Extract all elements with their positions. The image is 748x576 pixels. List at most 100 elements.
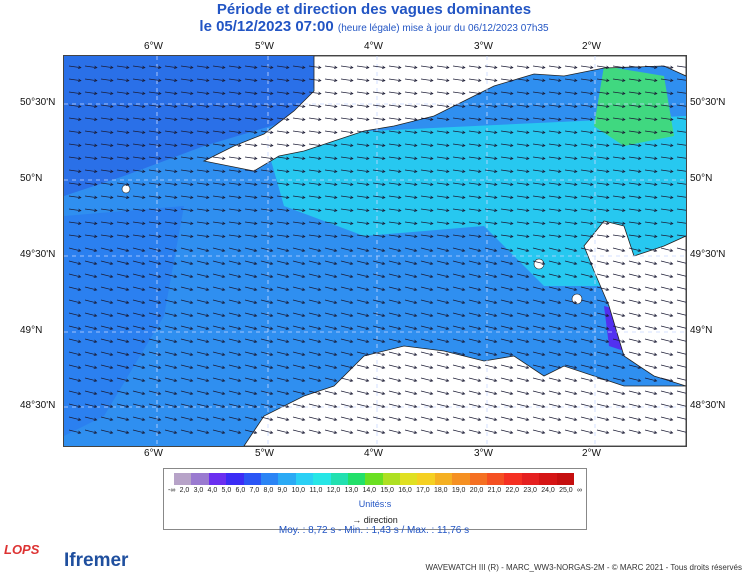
direction-arrow (484, 299, 498, 305)
direction-arrow (116, 182, 130, 187)
direction-arrow (660, 221, 674, 226)
direction-arrow (340, 247, 354, 253)
direction-arrow (100, 130, 114, 135)
direction-arrow (436, 247, 450, 253)
direction-arrow (484, 351, 498, 357)
lat-tick-left: 49°N (20, 325, 43, 336)
direction-arrow (116, 390, 130, 396)
direction-arrow (628, 338, 642, 344)
direction-arrow (548, 429, 562, 435)
direction-arrow (372, 429, 386, 435)
direction-arrow (228, 78, 242, 83)
direction-arrow (420, 416, 434, 422)
direction-arrow (548, 299, 562, 305)
direction-arrow (100, 156, 114, 161)
direction-arrow (516, 247, 530, 253)
direction-arrow (404, 221, 418, 226)
direction-arrow (164, 364, 178, 370)
direction-arrow (148, 78, 162, 83)
direction-arrow (324, 299, 338, 305)
direction-arrow (468, 221, 482, 226)
direction-arrow (100, 91, 114, 96)
direction-arrow (244, 143, 258, 148)
direction-arrow (612, 299, 626, 305)
direction-arrow (500, 234, 514, 239)
map-title: Période et direction des vagues dominant… (216, 1, 532, 18)
direction-arrow (500, 416, 514, 422)
direction-arrow (532, 325, 546, 331)
direction-arrow (196, 312, 210, 318)
direction-arrow (196, 286, 210, 292)
direction-arrow (292, 130, 306, 135)
direction-arrow (532, 117, 546, 122)
direction-arrow (132, 364, 146, 370)
direction-arrow (532, 208, 546, 213)
direction-arrow (260, 130, 274, 135)
direction-arrow (644, 299, 658, 305)
direction-arrow (292, 91, 306, 96)
direction-arrow (644, 286, 658, 292)
color-legend: -∞ 2,0 3,0 4,0 5,0 6,0 7,0 8,0 9,0 10,0 11,0 12,0 13… (163, 468, 587, 530)
direction-arrow (356, 325, 370, 331)
direction-arrow (100, 117, 114, 122)
direction-arrow (452, 143, 466, 148)
direction-arrow (644, 156, 658, 161)
direction-arrow (148, 143, 162, 148)
direction-arrow (468, 65, 482, 70)
direction-arrow (436, 299, 450, 305)
direction-arrow (212, 299, 226, 305)
direction-arrow (500, 169, 514, 174)
direction-arrow (436, 429, 450, 435)
direction-arrow (516, 299, 530, 305)
direction-arrow (308, 91, 322, 96)
direction-arrow (500, 65, 514, 70)
direction-arrow (676, 325, 686, 331)
direction-arrow (260, 260, 274, 266)
direction-arrow (596, 130, 610, 135)
direction-arrow (356, 143, 370, 148)
direction-arrow (68, 143, 82, 148)
direction-arrow (276, 104, 290, 109)
direction-arrow (580, 156, 594, 161)
direction-arrow (276, 91, 290, 96)
direction-arrow (276, 416, 290, 422)
direction-arrow (84, 65, 98, 70)
direction-arrow (212, 325, 226, 331)
direction-arrow (116, 91, 130, 96)
direction-arrows (68, 65, 686, 435)
direction-arrow (532, 65, 546, 70)
direction-arrow (68, 65, 82, 70)
direction-arrow (132, 338, 146, 344)
direction-arrow (356, 91, 370, 96)
colorbar-label: 5,0 (221, 487, 232, 494)
direction-arrow (612, 429, 626, 435)
direction-arrow (68, 377, 82, 383)
direction-arrow (404, 91, 418, 96)
direction-arrow (516, 260, 530, 266)
direction-arrow (324, 182, 338, 187)
direction-arrow (612, 260, 626, 266)
direction-arrow (484, 429, 498, 435)
direction-arrow (244, 351, 258, 357)
direction-arrow (532, 312, 546, 318)
direction-arrow (164, 325, 178, 331)
direction-arrow (228, 156, 242, 161)
direction-arrow (68, 182, 82, 187)
wave-map (63, 55, 687, 447)
direction-arrow (660, 182, 674, 187)
direction-arrow (596, 338, 610, 344)
direction-arrow (276, 247, 290, 253)
direction-arrow (548, 143, 562, 148)
direction-arrow (548, 195, 562, 200)
direction-arrow (164, 390, 178, 396)
direction-arrow (452, 364, 466, 370)
direction-arrow (420, 91, 434, 96)
direction-arrow (196, 234, 210, 239)
direction-arrow (372, 260, 386, 266)
direction-arrow (68, 273, 82, 279)
colorbar-swatch (226, 473, 244, 485)
direction-arrow (500, 130, 514, 135)
direction-arrow (452, 416, 466, 422)
direction-arrow (148, 208, 162, 213)
direction-arrow (84, 351, 98, 357)
